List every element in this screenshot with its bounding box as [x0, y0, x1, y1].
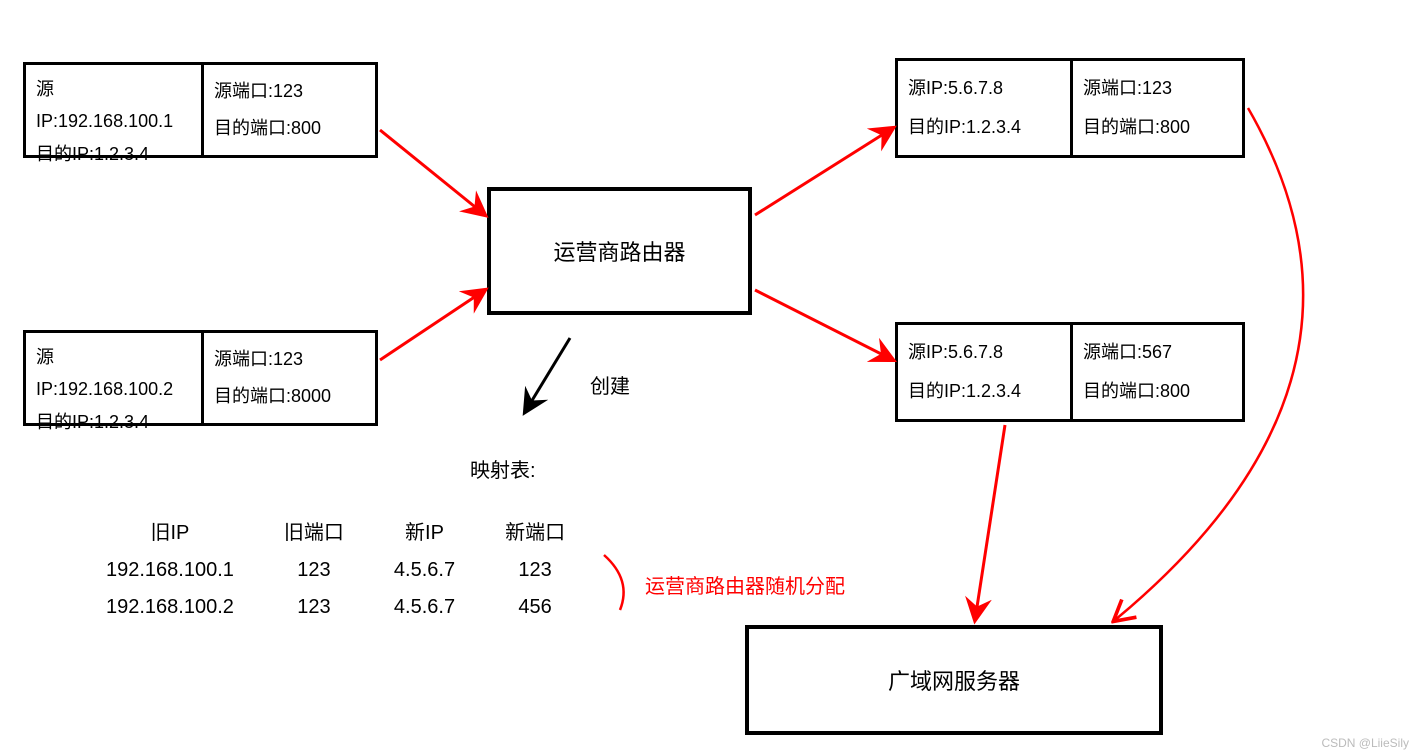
wan-server-box: 广域网服务器 — [745, 625, 1163, 735]
cell: 4.5.6.7 — [370, 553, 479, 588]
cell-text: 目的端口:800 — [214, 112, 365, 144]
curve-icon — [604, 555, 624, 610]
watermark: CSDN @LiieSily — [1321, 736, 1409, 750]
cell-text: 目的端口:800 — [1083, 111, 1232, 143]
cell: 4.5.6.7 — [370, 590, 479, 625]
packet-bottom-right: 源IP:5.6.7.8 目的IP:1.2.3.4 源端口:567 目的端口:80… — [895, 322, 1245, 422]
cell-text: 目的端口:800 — [1083, 375, 1232, 407]
cell: 192.168.100.2 — [82, 590, 258, 625]
arrow-icon — [525, 338, 570, 412]
table-row: 192.168.100.2 123 4.5.6.7 456 — [82, 590, 589, 625]
wan-server-label: 广域网服务器 — [888, 664, 1020, 696]
packet-top-right: 源IP:5.6.7.8 目的IP:1.2.3.4 源端口:123 目的端口:80… — [895, 58, 1245, 158]
col-header: 新端口 — [481, 510, 589, 551]
cell: 192.168.100.1 — [82, 553, 258, 588]
cell-text: 目的IP:1.2.3.4 — [36, 406, 191, 438]
cell-text: 目的IP:1.2.3.4 — [908, 375, 1060, 407]
arrow-icon — [975, 425, 1005, 620]
cell-text: 源IP:5.6.7.8 — [908, 72, 1060, 104]
packet-bottom-left: 源IP:192.168.100.2 目的IP:1.2.3.4 源端口:123 目… — [23, 330, 378, 426]
mapping-title: 映射表: — [470, 454, 536, 483]
cell-text: 源端口:123 — [1083, 72, 1232, 104]
arrow-icon — [380, 290, 485, 360]
cell-text: 源IP:192.168.100.2 — [36, 341, 191, 406]
table-row: 192.168.100.1 123 4.5.6.7 123 — [82, 553, 589, 588]
cell-text: 目的端口:8000 — [214, 380, 365, 412]
cell-text: 源IP:5.6.7.8 — [908, 336, 1060, 368]
arrow-icon — [380, 130, 485, 215]
col-header: 新IP — [370, 510, 479, 551]
arrow-icon — [755, 290, 893, 360]
cell: 456 — [481, 590, 589, 625]
router-box: 运营商路由器 — [487, 187, 752, 315]
cell-text: 源端口:567 — [1083, 336, 1232, 368]
cell-text: 目的IP:1.2.3.4 — [36, 138, 191, 170]
create-label: 创建 — [590, 370, 630, 399]
cell-text: 源端口:123 — [214, 75, 365, 107]
cell-text: 源IP:192.168.100.1 — [36, 73, 191, 138]
cell-text: 源端口:123 — [214, 343, 365, 375]
col-header: 旧端口 — [260, 510, 368, 551]
router-label: 运营商路由器 — [553, 235, 685, 267]
cell: 123 — [481, 553, 589, 588]
cell-text: 目的IP:1.2.3.4 — [908, 111, 1060, 143]
col-header: 旧IP — [82, 510, 258, 551]
cell: 123 — [260, 590, 368, 625]
random-assign-label: 运营商路由器随机分配 — [645, 570, 845, 599]
packet-top-left: 源IP:192.168.100.1 目的IP:1.2.3.4 源端口:123 目… — [23, 62, 378, 158]
cell: 123 — [260, 553, 368, 588]
mapping-table: 旧IP 旧端口 新IP 新端口 192.168.100.1 123 4.5.6.… — [80, 508, 591, 627]
arrow-icon — [755, 128, 893, 215]
